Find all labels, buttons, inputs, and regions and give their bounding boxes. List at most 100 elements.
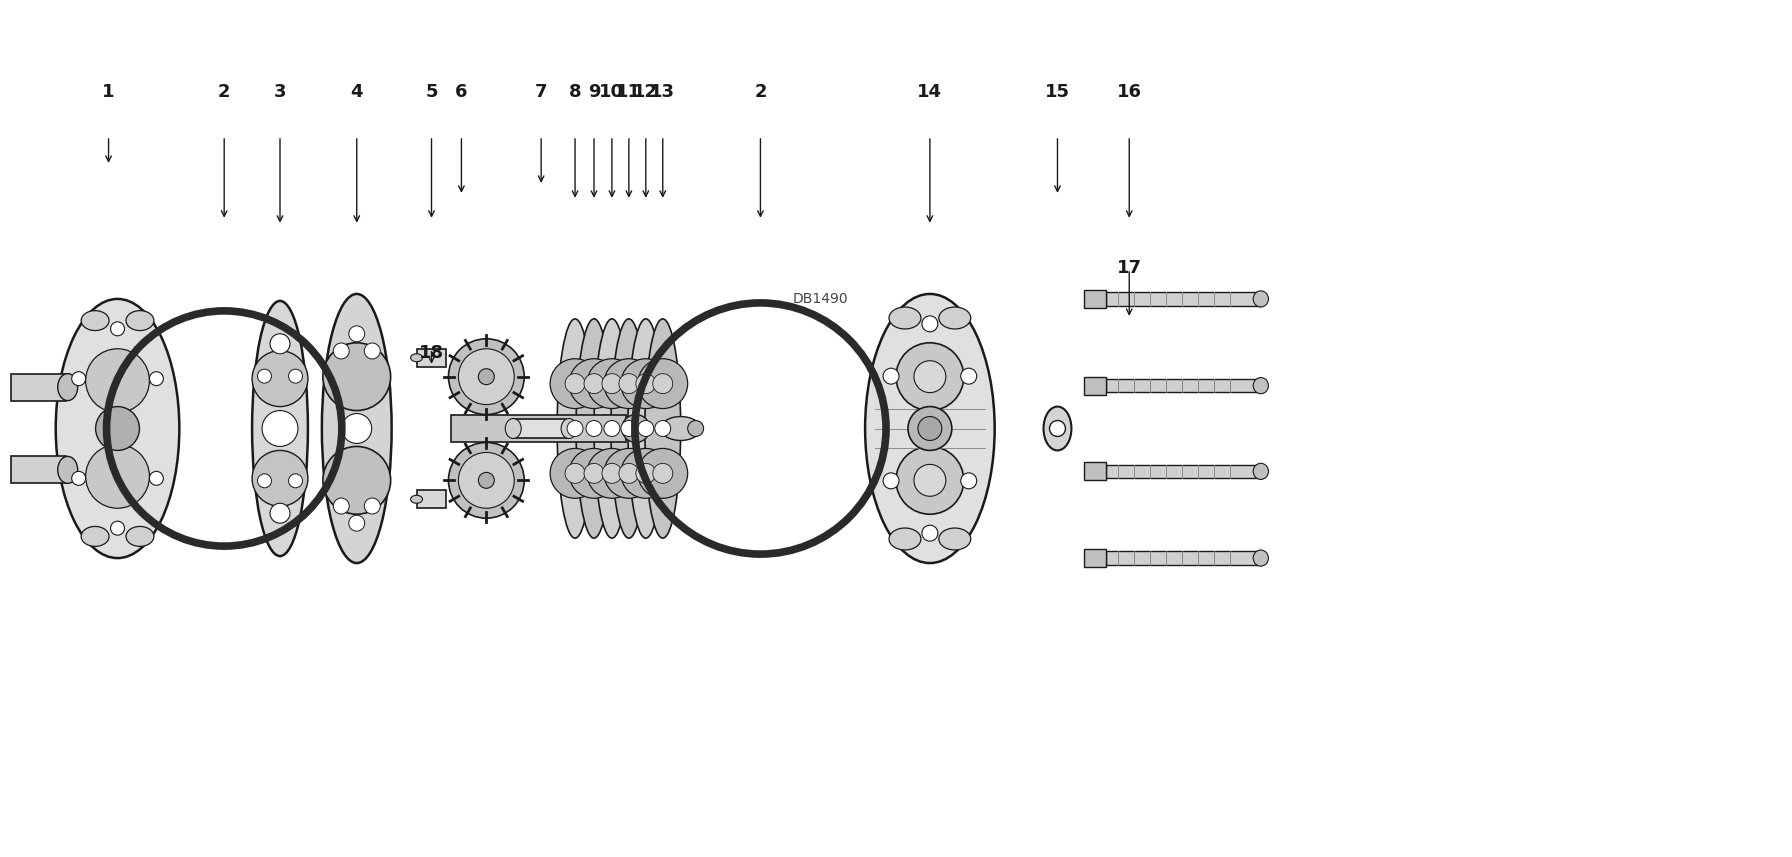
Text: 4: 4 [351,83,364,101]
Circle shape [636,464,656,483]
Bar [1106,379,1262,393]
Ellipse shape [1253,291,1269,307]
Circle shape [921,525,937,541]
Circle shape [961,473,977,488]
Circle shape [588,448,636,498]
Circle shape [72,471,86,485]
Ellipse shape [557,319,593,538]
Circle shape [604,359,654,409]
Circle shape [564,464,584,483]
Circle shape [349,326,366,342]
Circle shape [604,421,620,436]
Circle shape [652,464,672,483]
Text: 3: 3 [274,83,287,101]
Bar [1084,463,1106,480]
Ellipse shape [410,354,423,362]
Circle shape [883,369,900,384]
Text: 8: 8 [568,83,581,101]
Circle shape [258,474,271,488]
Ellipse shape [81,310,109,331]
Circle shape [550,359,600,409]
Circle shape [342,414,371,443]
Ellipse shape [57,457,77,483]
Circle shape [638,448,688,498]
Circle shape [638,421,654,436]
Text: 15: 15 [1045,83,1070,101]
Ellipse shape [57,374,77,400]
Bar [1084,549,1106,567]
Circle shape [654,421,670,436]
Circle shape [921,316,937,332]
Ellipse shape [125,526,154,547]
Ellipse shape [661,417,701,440]
Circle shape [111,322,124,336]
Circle shape [333,343,349,359]
Ellipse shape [81,526,109,547]
Circle shape [349,515,366,531]
Ellipse shape [622,415,650,442]
Circle shape [448,442,525,518]
Circle shape [271,334,290,354]
Bar [1106,551,1262,565]
Circle shape [72,372,86,386]
Circle shape [636,374,656,393]
Circle shape [323,343,391,411]
Text: 6: 6 [455,83,468,101]
Circle shape [459,349,514,405]
Circle shape [602,464,622,483]
Ellipse shape [939,528,971,550]
Text: DB1490: DB1490 [792,292,848,306]
Circle shape [323,446,391,514]
Ellipse shape [125,310,154,331]
Circle shape [253,351,308,406]
Text: 18: 18 [419,344,444,362]
Ellipse shape [1253,378,1269,393]
Circle shape [149,471,163,485]
Circle shape [896,343,964,411]
Ellipse shape [410,495,423,503]
Circle shape [478,369,495,385]
Circle shape [602,374,622,393]
Circle shape [883,473,900,488]
Ellipse shape [627,319,663,538]
Circle shape [333,498,349,514]
Text: 17: 17 [1116,259,1142,277]
Circle shape [459,452,514,508]
Circle shape [111,521,124,535]
Circle shape [550,448,600,498]
Circle shape [564,374,584,393]
Circle shape [909,406,952,451]
Circle shape [620,448,670,498]
Ellipse shape [1253,550,1269,566]
Circle shape [478,472,495,488]
Circle shape [896,446,964,514]
Circle shape [914,361,946,393]
Circle shape [914,464,946,496]
Circle shape [570,359,618,409]
Ellipse shape [593,319,629,538]
Ellipse shape [323,294,392,563]
Text: 13: 13 [650,83,676,101]
Circle shape [604,448,654,498]
Circle shape [586,421,602,436]
Bar [1084,377,1106,394]
Ellipse shape [866,294,995,563]
Circle shape [570,448,618,498]
Bar [452,415,625,442]
Bar [1106,292,1262,306]
Circle shape [566,421,582,436]
Bar [1084,290,1106,308]
Circle shape [289,474,303,488]
Text: 10: 10 [599,83,624,101]
Circle shape [1050,421,1066,436]
Text: 2: 2 [754,83,767,101]
Circle shape [86,349,149,412]
Bar [1106,464,1262,478]
Circle shape [620,421,636,436]
Circle shape [618,374,638,393]
Circle shape [918,417,943,440]
Bar [561,418,681,439]
Ellipse shape [1043,406,1072,451]
Ellipse shape [939,307,971,329]
Circle shape [638,359,688,409]
